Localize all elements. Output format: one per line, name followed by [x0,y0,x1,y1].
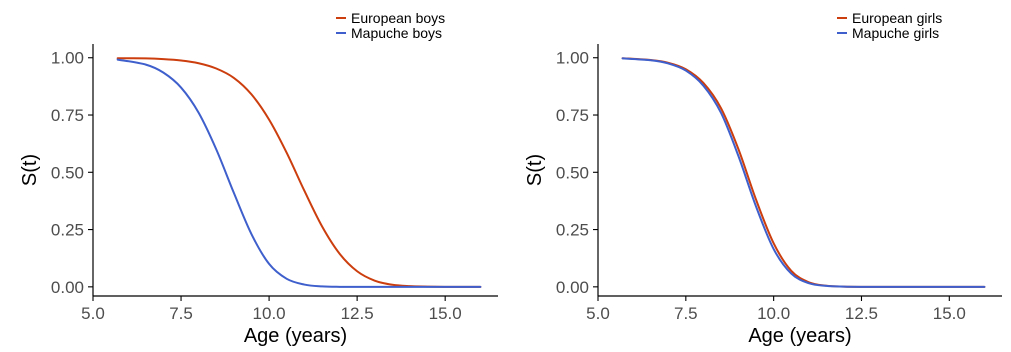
chart-panel-girls: 0.00 0.25 0.50 0.75 1.00 5.0 7.5 10.0 12.5 15.0 Ag… [524,10,1002,347]
y-tick-label: 0.25 [556,221,589,240]
y-tick-label: 0.25 [51,221,84,240]
legend-label-mapuche-girls: Mapuche girls [852,25,939,41]
y-tick-label: 0.75 [51,106,84,125]
x-axis-title: Age (years) [748,325,851,347]
x-tick-label: 7.5 [674,304,698,323]
series-line-mapuche-boys [116,58,482,288]
legend-label-european-girls: European girls [852,10,942,26]
y-tick-label: 0.75 [556,106,589,125]
x-tick-label: 5.0 [81,304,105,323]
x-tick-label: 12.5 [341,304,374,323]
x-tick-label: 7.5 [169,304,193,323]
chart-panel-boys: 0.00 0.25 0.50 0.75 1.00 5.0 7.5 10.0 12.5 15.0 Ag… [19,10,498,347]
x-tick-label: 15.0 [933,304,966,323]
x-tick-label: 10.0 [253,304,286,323]
y-tick-label: 0.50 [51,163,84,182]
y-axis-title: S(t) [524,154,546,186]
y-tick-label: 0.50 [556,163,589,182]
legend-label-european-boys: European boys [351,10,445,26]
y-tick-label: 1.00 [556,49,589,68]
x-tick-label: 12.5 [845,304,878,323]
x-tick-label: 5.0 [586,304,610,323]
y-tick-label: 0.00 [51,278,84,297]
y-tick-label: 1.00 [51,49,84,68]
series-line-mapuche-girls [621,57,986,288]
legend-label-mapuche-boys: Mapuche boys [351,25,442,41]
y-axis-title: S(t) [19,154,41,186]
series-line-european-girls [621,57,986,288]
series-line-european-boys [116,57,482,288]
y-tick-label: 0.00 [556,278,589,297]
x-tick-label: 15.0 [429,304,462,323]
x-tick-label: 10.0 [757,304,790,323]
x-axis-title: Age (years) [244,325,347,347]
